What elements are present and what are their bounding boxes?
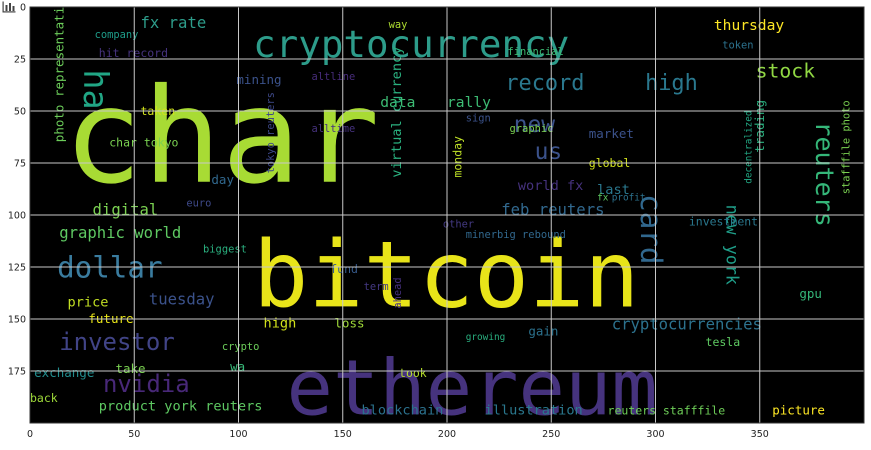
word-nvidia: nvidia: [103, 370, 190, 398]
word-took: took: [399, 366, 427, 380]
word-ha: ha: [76, 69, 115, 109]
word-biggest: biggest: [203, 243, 247, 255]
word-company: company: [95, 29, 139, 41]
word-fx: fx: [597, 192, 609, 203]
y-tick-label: 125: [8, 263, 26, 274]
x-tick-label: 350: [751, 429, 769, 440]
word-financial: financial: [507, 46, 563, 58]
word-cryptocurrencies: cryptocurrencies: [612, 315, 762, 333]
word-token: token: [722, 40, 753, 52]
word-product-york-reuters: product york reuters: [99, 399, 263, 415]
word-blockchain: blockchain: [362, 403, 444, 419]
word-altline: altline: [311, 71, 355, 83]
x-tick-label: 150: [334, 429, 352, 440]
word-record: record: [505, 71, 584, 96]
word-sign: sign: [466, 112, 491, 124]
x-tick-label: 250: [542, 429, 560, 440]
word-loss: loss: [334, 315, 364, 330]
word-profit: profit: [612, 192, 646, 203]
word-market: market: [589, 126, 634, 141]
y-tick-label: 150: [8, 315, 26, 326]
plot-frame: [29, 6, 865, 424]
x-tick-label: 50: [128, 429, 140, 440]
word-take: take: [115, 361, 145, 376]
word-crypto: crypto: [222, 341, 260, 353]
word-graphic: graphic: [510, 123, 554, 135]
word-gpu: gpu: [799, 286, 822, 301]
word-way: way: [389, 19, 408, 31]
word-high: high: [264, 315, 297, 331]
word-high: high: [645, 71, 698, 96]
word-stock: stock: [756, 60, 816, 83]
word-alltime: alltime: [311, 123, 355, 135]
word-graphic-world: graphic world: [59, 224, 181, 242]
y-tick-label: 25: [14, 55, 26, 66]
word-reuters: reuters: [810, 121, 839, 226]
x-tick-label: 100: [229, 429, 247, 440]
word-exchange: exchange: [34, 365, 94, 380]
word-minerbig-rebound: minerbig rebound: [466, 229, 566, 241]
word-mining: mining: [236, 72, 281, 87]
word-fund: fund: [330, 262, 358, 276]
x-tick-label: 200: [438, 429, 456, 440]
y-tick-label: 50: [14, 107, 26, 118]
word-us: us: [535, 139, 563, 165]
y-tick-label: 0: [20, 3, 26, 14]
x-tick-label: 300: [646, 429, 664, 440]
word-investment: investment: [689, 214, 758, 228]
word-monday: monday: [451, 136, 465, 178]
word-investor: investor: [59, 328, 175, 356]
word-tuesday: tuesday: [149, 290, 215, 308]
chart-icon: [2, 1, 16, 13]
word-gain: gain: [528, 324, 558, 339]
word-new: new: [514, 112, 556, 138]
word-card: card: [634, 194, 668, 264]
word-photo-representation: photo representation: [51, 0, 66, 142]
word-world-fx: world fx: [518, 178, 583, 194]
y-tick-label: 75: [14, 159, 26, 170]
word-ahead: ahead: [392, 277, 404, 308]
word-char: char: [63, 60, 379, 213]
x-tick-label: 0: [27, 429, 33, 440]
y-axis: 0 25 50 75 100 125 150 175: [8, 3, 26, 378]
word-reuters-stafffile: reuters stafffile: [608, 404, 726, 418]
word-picture: picture: [772, 403, 825, 418]
word-bitcoin: bitcoin: [253, 222, 639, 329]
word-tesla: tesla: [706, 335, 741, 349]
word-tokyo-reuters: tokyo reuters: [265, 92, 277, 173]
word-feb-reuters: feb reuters: [501, 201, 604, 219]
word-euro: euro: [186, 198, 211, 210]
word-ethereum: ethereum: [286, 344, 657, 434]
word-fx-rate: fx rate: [141, 14, 207, 32]
x-axis: 0 50 100 150 200 250 300 350: [27, 429, 769, 440]
word-layer: charbitcoinethereumcryptocurrencyreuters…: [30, 0, 852, 434]
word-virtual-currency: virtual currency: [389, 47, 405, 178]
word-hit-record: hit record: [99, 46, 168, 60]
word-back: back: [30, 391, 58, 405]
word-price: price: [68, 295, 109, 311]
word-char-tokyo: char tokyo: [109, 135, 178, 149]
y-tick-label: 100: [8, 211, 26, 222]
word-decentralized: decentralized: [743, 110, 754, 183]
word-day: day: [211, 172, 234, 187]
word-growing: growing: [466, 332, 506, 343]
word-term: term: [364, 281, 389, 293]
word-new-york: new york: [722, 205, 742, 285]
word-last: last: [597, 182, 630, 198]
y-tick-label: 175: [8, 367, 26, 378]
word-thursday: thursday: [714, 17, 785, 34]
word-illustration: illustration: [485, 403, 583, 419]
word-data: data: [380, 94, 415, 111]
word-wa: wa: [230, 359, 245, 374]
word-stafffile-photo: stafffile photo: [840, 100, 852, 194]
word-other: other: [443, 218, 474, 230]
word-rally: rally: [447, 94, 491, 111]
word-digital: digital: [93, 201, 159, 219]
